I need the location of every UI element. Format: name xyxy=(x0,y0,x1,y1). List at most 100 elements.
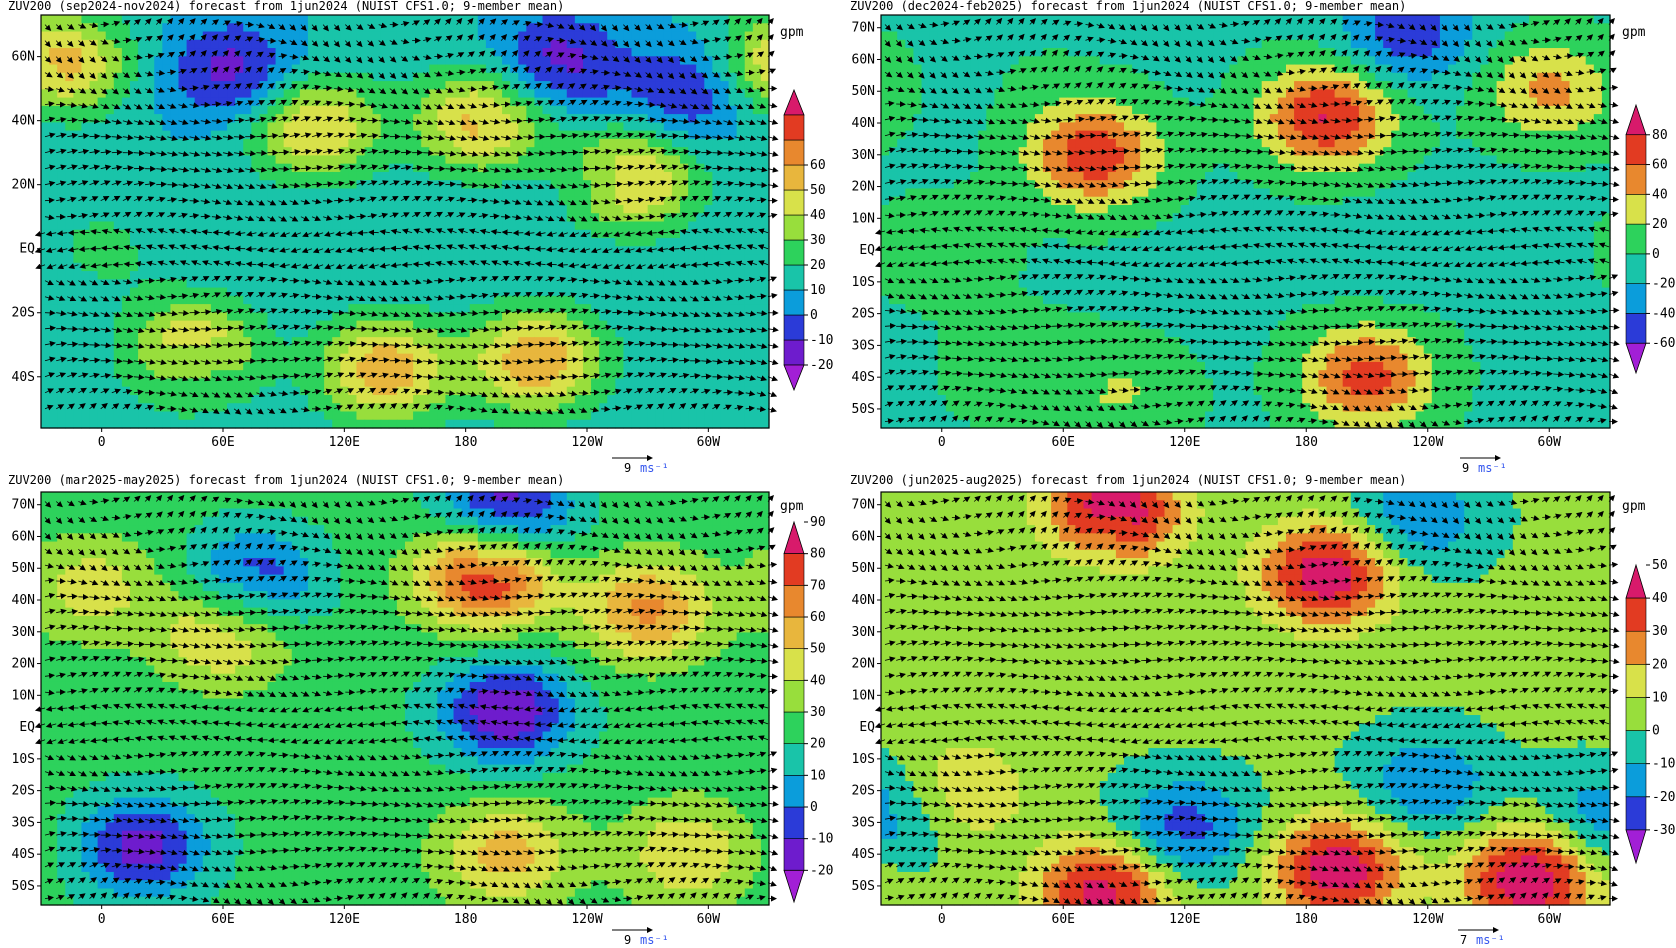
field-cell xyxy=(567,420,576,429)
field-cell xyxy=(373,378,382,387)
field-cell xyxy=(130,321,139,330)
field-cell xyxy=(518,411,527,420)
field-cell xyxy=(259,312,268,321)
field-cell xyxy=(599,378,608,387)
field-cell xyxy=(745,56,754,65)
field-cell xyxy=(332,271,341,280)
field-cell xyxy=(170,304,179,313)
field-cell xyxy=(486,304,495,313)
field-cell xyxy=(41,304,50,313)
field-cell xyxy=(470,288,479,297)
field-cell xyxy=(543,230,552,239)
field-cell xyxy=(413,131,422,140)
field-cell xyxy=(429,40,438,49)
field-cell xyxy=(130,15,139,24)
field-cell xyxy=(405,205,414,214)
field-cell xyxy=(356,48,365,57)
field-cell xyxy=(308,378,317,387)
field-cell xyxy=(170,321,179,330)
field-cell xyxy=(656,65,665,74)
field-cell xyxy=(259,337,268,346)
field-cell xyxy=(640,23,649,32)
field-cell xyxy=(284,155,293,164)
field-cell xyxy=(745,403,754,412)
field-cell xyxy=(49,395,58,404)
field-cell xyxy=(575,222,584,231)
field-cell xyxy=(470,395,479,404)
field-cell xyxy=(688,65,697,74)
field-cell xyxy=(211,188,220,197)
field-cell xyxy=(534,304,543,313)
field-cell xyxy=(583,172,592,181)
field-cell xyxy=(365,222,374,231)
field-cell xyxy=(648,205,657,214)
field-cell xyxy=(276,420,285,429)
field-cell xyxy=(664,288,673,297)
field-cell xyxy=(559,139,568,148)
field-cell xyxy=(49,98,58,107)
field-cell xyxy=(462,378,471,387)
field-cell xyxy=(251,370,260,379)
field-cell xyxy=(98,122,107,131)
field-cell xyxy=(65,213,74,222)
field-cell xyxy=(761,296,770,305)
field-cell xyxy=(567,139,576,148)
field-cell xyxy=(227,345,236,354)
field-cell xyxy=(413,98,422,107)
field-cell xyxy=(567,155,576,164)
field-cell xyxy=(300,271,309,280)
field-cell xyxy=(340,32,349,41)
field-cell xyxy=(470,197,479,206)
field-cell xyxy=(41,65,50,74)
field-cell xyxy=(41,345,50,354)
field-cell xyxy=(106,222,115,231)
field-cell xyxy=(154,40,163,49)
field-cell xyxy=(227,288,236,297)
field-cell xyxy=(680,32,689,41)
field-cell xyxy=(704,81,713,90)
field-cell xyxy=(397,65,406,74)
field-cell xyxy=(720,32,729,41)
field-cell xyxy=(381,180,390,189)
field-cell xyxy=(381,122,390,131)
field-cell xyxy=(559,329,568,338)
field-cell xyxy=(49,255,58,264)
field-cell xyxy=(65,395,74,404)
field-cell xyxy=(162,81,171,90)
field-cell xyxy=(421,345,430,354)
field-cell xyxy=(57,15,66,24)
field-cell xyxy=(421,65,430,74)
field-cell xyxy=(122,65,131,74)
field-cell xyxy=(397,188,406,197)
field-cell xyxy=(106,81,115,90)
field-cell xyxy=(591,296,600,305)
field-cell xyxy=(421,98,430,107)
field-cell xyxy=(623,378,632,387)
field-cell xyxy=(615,255,624,264)
field-cell xyxy=(397,238,406,247)
field-cell xyxy=(284,395,293,404)
field-cell xyxy=(162,222,171,231)
field-cell xyxy=(308,246,317,255)
field-cell xyxy=(526,238,535,247)
field-cell xyxy=(138,362,147,371)
field-cell xyxy=(73,222,82,231)
field-cell xyxy=(704,395,713,404)
field-cell xyxy=(292,395,301,404)
panel-1-units: gpm xyxy=(780,25,804,40)
field-cell xyxy=(704,378,713,387)
field-cell xyxy=(599,255,608,264)
field-cell xyxy=(381,188,390,197)
field-cell xyxy=(559,354,568,363)
field-cell xyxy=(81,122,90,131)
field-cell xyxy=(510,15,519,24)
field-cell xyxy=(65,420,74,429)
field-cell xyxy=(486,395,495,404)
field-cell xyxy=(737,122,746,131)
field-cell xyxy=(324,65,333,74)
field-cell xyxy=(324,32,333,41)
field-cell xyxy=(680,131,689,140)
field-cell xyxy=(49,139,58,148)
field-cell xyxy=(688,48,697,57)
field-cell xyxy=(664,370,673,379)
